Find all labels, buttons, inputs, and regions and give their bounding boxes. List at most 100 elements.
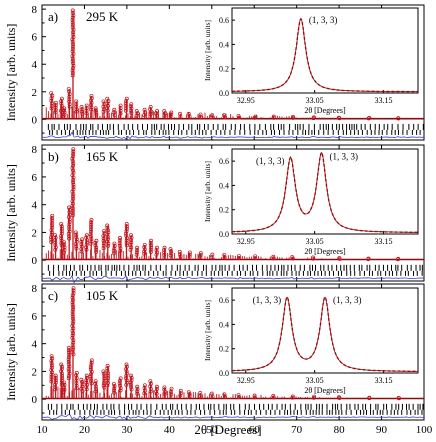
observed-point: [101, 238, 106, 243]
y-axis-label: Intensity [arb. units]: [4, 24, 18, 122]
inset-plot: 0.6 0.4 0.2 0.0 32.95 33.05 33.15 2θ [Degrees] I…: [203, 7, 419, 115]
observed-point: [53, 238, 58, 243]
observed-point: [101, 107, 106, 112]
observed-point: [70, 20, 75, 25]
observed-point: [88, 378, 93, 383]
inset-y-tick-label: 0.4: [219, 320, 229, 329]
inset-y-tick-label: 0.2: [219, 65, 229, 74]
observed-point: [49, 98, 54, 103]
observed-point: [105, 239, 110, 244]
observed-point: [135, 248, 140, 253]
observed-point: [70, 39, 75, 44]
observed-point: [124, 243, 129, 248]
observed-point: [125, 380, 129, 385]
observed-point: [67, 224, 72, 229]
observed-point: [60, 376, 65, 381]
observed-point: [336, 115, 341, 120]
observed-point: [187, 250, 192, 255]
observed-point: [129, 235, 134, 240]
observed-point: [105, 108, 110, 113]
observed-point: [50, 363, 54, 368]
observed-point: [71, 307, 75, 312]
observed-point: [162, 250, 167, 255]
observed-point: [84, 380, 89, 385]
observed-point: [70, 73, 75, 78]
observed-point: [67, 229, 72, 234]
observed-point: [129, 375, 134, 380]
observed-point: [66, 376, 71, 381]
observed-point: [74, 232, 79, 237]
panel-label: b): [48, 149, 59, 164]
observed-point: [50, 218, 55, 223]
observed-point: [88, 374, 93, 379]
observed-point: [89, 93, 94, 98]
observed-point: [70, 347, 75, 352]
y-tick-label: 2: [32, 366, 38, 378]
observed-point: [252, 393, 257, 398]
observed-point: [67, 236, 72, 241]
observed-point: [124, 238, 129, 243]
observed-point: [71, 180, 75, 185]
observed-point: [71, 192, 76, 197]
observed-point: [85, 375, 90, 380]
observed-point: [124, 382, 129, 387]
observed-point: [124, 224, 129, 229]
observed-point: [70, 166, 75, 171]
inset-y-tick-label: 0.4: [219, 181, 229, 190]
inset-y-tick-label: 0.6: [219, 16, 229, 25]
observed-point: [129, 385, 134, 389]
inset-plot: 0.6 0.4 0.2 0.0 32.95 33.05 33.15 2θ [Degrees] I…: [203, 148, 419, 256]
y-tick-label: 6: [32, 311, 38, 323]
observed-point: [89, 362, 94, 367]
observed-point: [71, 175, 76, 180]
observed-point: [62, 382, 67, 387]
observed-point: [70, 300, 75, 305]
y-tick-label: 4: [32, 339, 38, 351]
observed-point: [105, 232, 110, 237]
observed-point: [70, 324, 75, 328]
observed-point: [71, 32, 76, 37]
observed-point: [67, 222, 72, 227]
observed-point: [62, 245, 67, 250]
observed-point: [124, 96, 129, 101]
observed-point: [71, 61, 76, 66]
observed-point: [112, 386, 117, 391]
observed-point: [66, 231, 71, 236]
observed-point: [71, 352, 76, 357]
observed-point: [366, 257, 371, 262]
observed-point: [187, 254, 192, 259]
observed-point: [128, 247, 133, 252]
x-tick-label: 70: [291, 424, 303, 436]
observed-point: [85, 238, 90, 243]
observed-point: [105, 371, 110, 376]
inset-peak-label: (1, 3, 3): [330, 151, 359, 161]
observed-point: [49, 103, 54, 108]
inset-y-tick-label: 0.4: [219, 40, 229, 49]
inset-y-axis-label: Intensity [arb. units]: [203, 161, 212, 222]
observed-point: [105, 228, 110, 232]
observed-point: [49, 240, 54, 244]
inset-calculated-curve: [232, 296, 419, 372]
observed-point: [53, 378, 58, 383]
observed-point: [118, 246, 123, 251]
observed-point: [124, 106, 128, 111]
observed-point: [70, 213, 75, 218]
observed-point: [80, 380, 85, 384]
observed-point: [311, 255, 316, 260]
observed-point: [94, 250, 99, 254]
observed-point: [210, 394, 215, 399]
observed-point: [117, 381, 122, 386]
x-tick-label: 40: [164, 424, 176, 436]
observed-point: [50, 216, 54, 221]
observed-point: [89, 360, 94, 365]
observed-point: [80, 237, 85, 242]
observed-point: [62, 240, 66, 245]
observed-point: [105, 368, 110, 373]
observed-point: [70, 71, 75, 75]
observed-point: [101, 104, 106, 109]
observed-point: [53, 385, 58, 389]
observed-point: [148, 384, 153, 389]
observed-point: [79, 242, 84, 247]
observed-point: [71, 30, 76, 35]
x-tick-label: 90: [376, 424, 388, 436]
